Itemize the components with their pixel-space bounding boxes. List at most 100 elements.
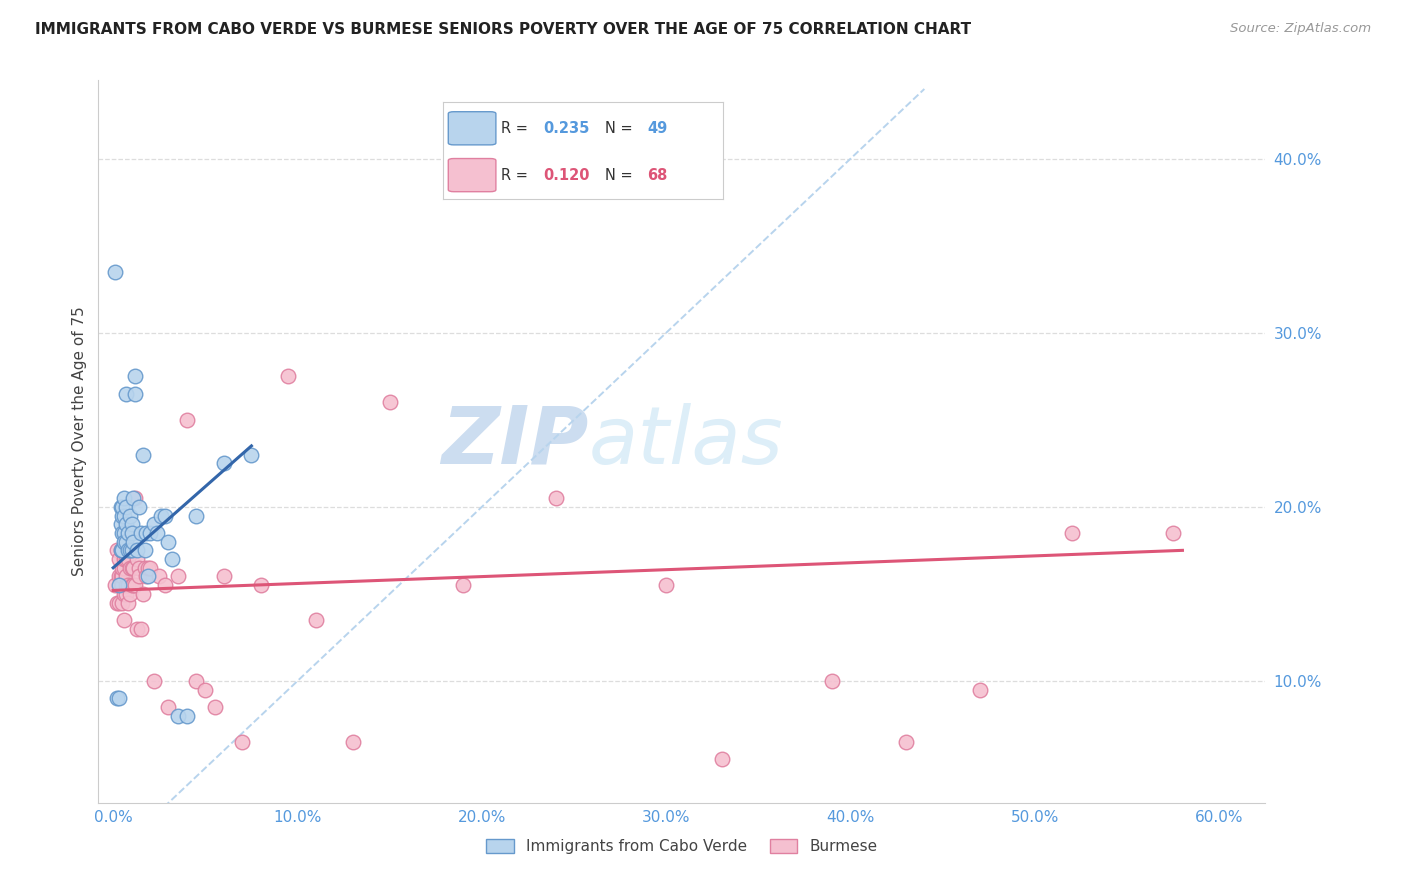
Point [115,500,138,514]
Point [110,500,132,514]
Point [121,525,143,540]
Point [122,578,145,592]
Point [110,578,132,592]
Point [112,552,135,566]
Point [111,569,134,583]
Point [122,491,145,505]
Point [121,561,143,575]
Point [134,561,156,575]
Point [111,578,134,592]
Point [136,569,159,583]
Point [107,569,129,583]
Point [115,578,138,592]
Point [128,500,150,514]
Point [128,569,150,583]
Point [115,587,138,601]
Y-axis label: Seniors Poverty Over the Age of 75: Seniors Poverty Over the Age of 75 [72,307,87,576]
Point [160,552,183,566]
Legend: Immigrants from Cabo Verde, Burmese: Immigrants from Cabo Verde, Burmese [479,833,884,860]
Point [1060,525,1083,540]
Point [204,700,226,714]
Point [115,386,138,401]
Point [127,543,149,558]
Point [146,525,169,540]
Point [111,525,134,540]
Point [1161,525,1184,540]
Point [124,369,146,384]
Point [110,543,132,558]
Text: ZIP: ZIP [441,402,589,481]
Point [112,491,135,505]
Point [110,543,132,558]
Point [176,413,198,427]
Point [134,543,156,558]
Point [112,508,135,523]
Point [135,525,157,540]
Point [115,517,138,532]
Point [124,386,146,401]
Text: IMMIGRANTS FROM CABO VERDE VS BURMESE SENIORS POVERTY OVER THE AGE OF 75 CORRELA: IMMIGRANTS FROM CABO VERDE VS BURMESE SE… [35,22,972,37]
Point [112,561,135,575]
Point [111,561,134,575]
Point [212,456,235,470]
Point [127,552,149,566]
Point [184,673,207,688]
Point [212,569,235,583]
Point [710,752,733,766]
Point [107,552,129,566]
Point [115,534,138,549]
Point [129,622,152,636]
Point [378,395,401,409]
Point [118,587,141,601]
Point [121,517,143,532]
Point [112,587,135,601]
Point [129,525,152,540]
Point [453,578,475,592]
Point [139,561,162,575]
Point [105,596,128,610]
Point [107,691,129,706]
Point [110,569,132,583]
Point [112,613,135,627]
Point [121,525,143,540]
Point [115,552,138,566]
Point [122,534,145,549]
Point [894,735,917,749]
Point [117,596,139,610]
Point [139,525,162,540]
Point [118,543,141,558]
Point [111,508,134,523]
Point [107,596,129,610]
Point [121,578,143,592]
Point [117,543,139,558]
Point [128,561,150,575]
Point [105,543,128,558]
Point [124,491,146,505]
Point [150,508,173,523]
Point [194,682,217,697]
Point [107,578,129,592]
Point [969,682,991,697]
Point [115,569,138,583]
Point [157,534,180,549]
Point [166,569,188,583]
Point [184,508,207,523]
Point [131,448,153,462]
Point [117,525,139,540]
Point [305,613,328,627]
Point [105,691,128,706]
Point [112,534,135,549]
Text: Source: ZipAtlas.com: Source: ZipAtlas.com [1230,22,1371,36]
Point [240,448,263,462]
Point [821,673,844,688]
Point [124,578,146,592]
Point [111,596,134,610]
Point [176,708,198,723]
Point [142,673,165,688]
Point [136,561,159,575]
Point [111,500,134,514]
Point [122,561,145,575]
Point [127,622,149,636]
Point [131,587,153,601]
Point [231,735,253,749]
